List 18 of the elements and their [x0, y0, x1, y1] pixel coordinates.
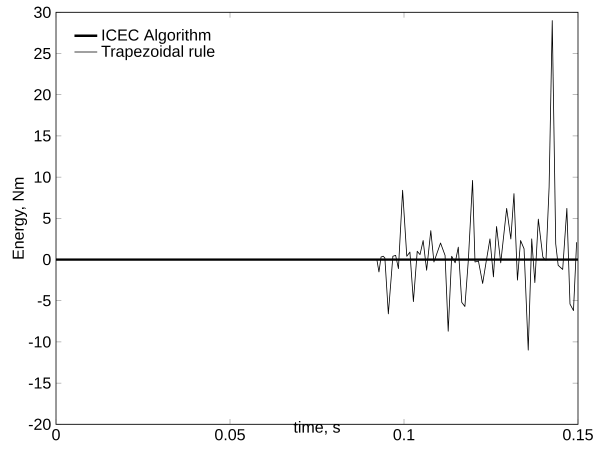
- x-tick-label: 0: [52, 429, 60, 440]
- x-tick-label: 0.15: [563, 429, 593, 440]
- x-tick-label: 0.05: [215, 429, 245, 440]
- y-tick-label: 0: [43, 254, 51, 266]
- y-tick-label: 15: [34, 130, 51, 142]
- y-tick-label: -20: [28, 418, 51, 430]
- y-tick-label: 5: [43, 212, 51, 224]
- legend-label: ICEC Algorithm: [102, 28, 210, 44]
- y-tick-label: -5: [38, 295, 51, 306]
- legend-label: Trapezoidal rule: [101, 45, 214, 60]
- y-tick-label: 20: [34, 89, 51, 100]
- y-tick-label: 30: [34, 6, 51, 18]
- y-tick-label: 25: [34, 48, 51, 60]
- y-tick-label: 10: [34, 171, 51, 183]
- y-tick-label: -15: [28, 378, 51, 389]
- x-tick-label: 0.1: [394, 429, 414, 440]
- y-tick-label: -10: [28, 336, 51, 348]
- y-axis-title: Energy, Nm: [12, 178, 28, 259]
